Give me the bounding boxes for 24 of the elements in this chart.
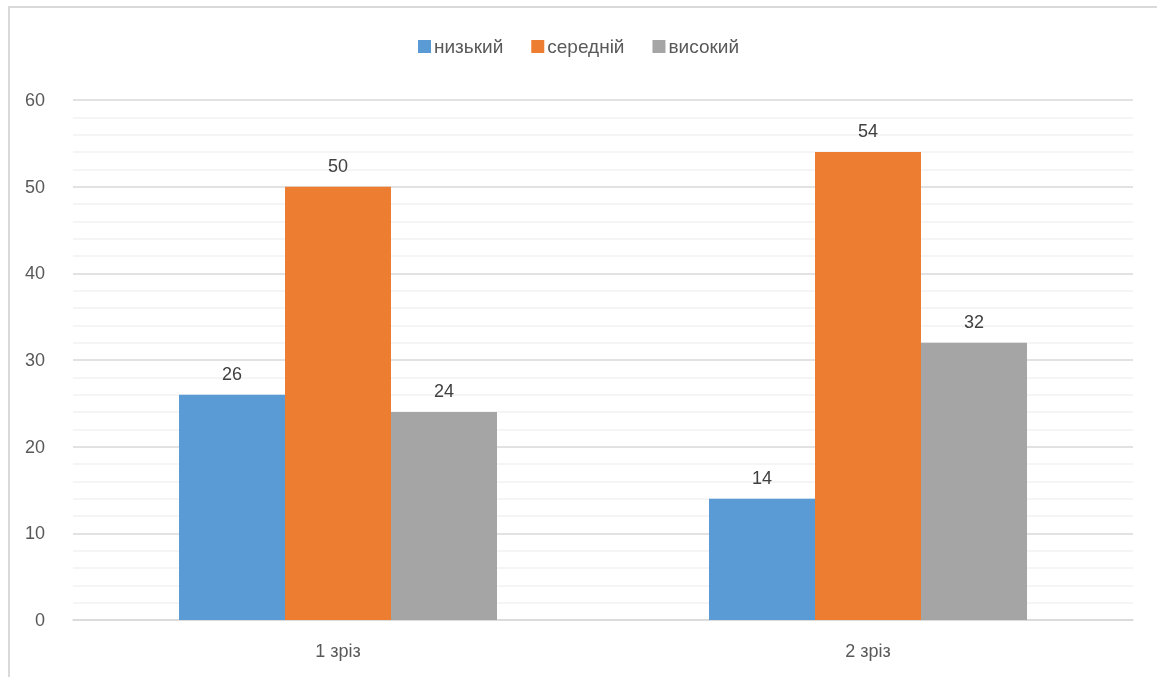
- bar: [815, 152, 921, 620]
- bar: [179, 394, 285, 620]
- legend-label: низький: [434, 36, 504, 57]
- data-label: 54: [857, 121, 879, 141]
- y-tick-label: 60: [24, 90, 45, 110]
- data-label: 14: [751, 467, 773, 488]
- data-label: 26: [221, 363, 243, 384]
- data-label: 32: [963, 311, 985, 332]
- bar: [285, 186, 391, 620]
- y-tick-label: 40: [24, 263, 45, 284]
- data-label: 50: [327, 155, 349, 176]
- y-tick-label: 10: [24, 523, 45, 544]
- bar: [921, 342, 1027, 620]
- bar: [391, 412, 497, 620]
- legend-label: високий: [668, 36, 739, 57]
- y-tick-label: 20: [24, 436, 45, 457]
- y-tick-label: 0: [34, 610, 45, 630]
- x-tick-label: 2 зріз: [845, 641, 891, 661]
- bar: [709, 498, 815, 620]
- data-label: 24: [433, 381, 455, 401]
- y-tick-label: 50: [24, 176, 45, 197]
- y-tick-label: 30: [24, 350, 45, 370]
- x-tick-label: 1 зріз: [315, 641, 361, 661]
- legend-label: середній: [547, 36, 625, 57]
